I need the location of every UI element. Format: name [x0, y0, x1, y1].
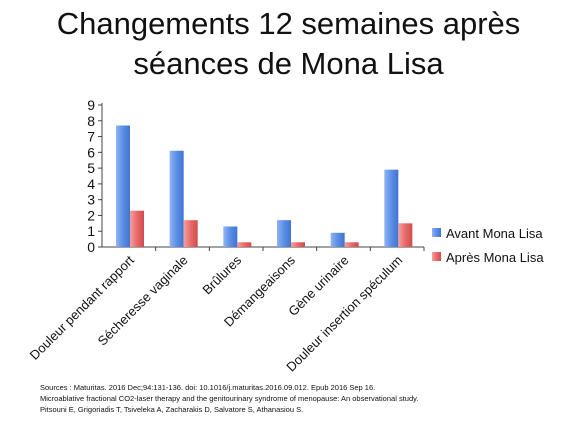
y-tick-label: 6 [87, 144, 95, 160]
bar-avant-2 [223, 226, 238, 247]
legend-label-0: Avant Mona Lisa [446, 226, 543, 241]
y-tick-label: 9 [87, 97, 95, 113]
y-tick-label: 3 [87, 192, 95, 208]
y-tick-label: 2 [87, 207, 95, 223]
bar-apres-4 [344, 242, 359, 247]
bar-avant-3 [277, 220, 291, 247]
bar-avant-5 [384, 169, 399, 247]
bar-apres-5 [398, 223, 413, 247]
y-tick-label: 7 [87, 129, 95, 145]
chart-title-line-1: Changements 12 semaines après [56, 6, 521, 41]
sources-line-1: Sources : Maturitas. 2016 Dec;94:131-136… [40, 383, 376, 392]
y-tick-label: 0 [87, 239, 95, 255]
y-tick-label: 1 [87, 223, 95, 239]
bar-avant-1 [169, 150, 184, 247]
sources-line-2: Microablative fractional CO2-laser thera… [40, 394, 419, 403]
legend-label-1: Après Mona Lisa [446, 250, 544, 265]
category-label-1: Sécheresse vaginale [95, 253, 191, 349]
bar-avant-4 [330, 232, 345, 247]
category-label-0: Douleur pendant rapport [27, 252, 138, 363]
chart-title-line-2: séances de Mona Lisa [133, 46, 444, 81]
sources-footnote: Sources : Maturitas. 2016 Dec;94:131-136… [40, 382, 560, 415]
chart-title: Changements 12 semaines après séances de… [0, 4, 577, 84]
bar-apres-2 [237, 242, 252, 247]
chart-legend: Avant Mona Lisa Après Mona Lisa [432, 226, 544, 265]
legend-swatch-1 [432, 252, 441, 261]
bar-apres-1 [183, 220, 198, 247]
y-tick-label: 5 [87, 160, 95, 176]
sources-line-3: Pitsouni E, Grigoriadis T, Tsiveleka A, … [40, 405, 304, 414]
legend-swatch-0 [432, 228, 441, 237]
y-tick-label: 4 [87, 176, 95, 192]
bar-apres-3 [291, 242, 305, 247]
y-tick-label: 8 [87, 113, 95, 129]
bar-avant-0 [116, 125, 130, 247]
chart-bars [116, 125, 413, 247]
category-label-5: Douleur insertion spéculum [283, 253, 405, 375]
category-label-2: Brûlures [199, 252, 244, 297]
bar-apres-0 [130, 210, 144, 247]
